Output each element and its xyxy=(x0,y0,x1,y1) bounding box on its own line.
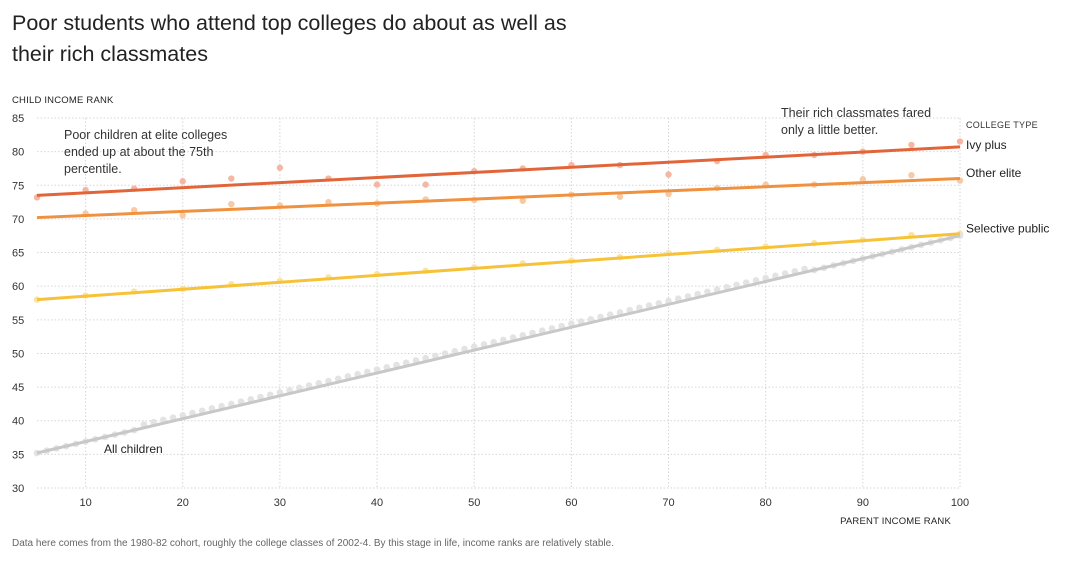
other-elite-point-9 xyxy=(519,197,526,204)
other-elite-label: Other elite xyxy=(966,166,1022,180)
annotation-rich: Their rich classmates fared only a littl… xyxy=(781,106,935,137)
y-tick-30: 30 xyxy=(12,483,24,495)
other-elite-point-16 xyxy=(859,176,867,183)
y-tick-65: 65 xyxy=(12,248,24,260)
x-tick-100: 100 xyxy=(951,497,969,509)
ivy-plus-point-3 xyxy=(179,178,186,185)
other-elite-point-3 xyxy=(228,200,235,208)
other-elite-point-11 xyxy=(616,193,624,200)
x-axis-label: PARENT INCOME RANK xyxy=(840,516,951,527)
legend-title: COLLEGE TYPE xyxy=(966,120,1038,130)
x-tick-10: 10 xyxy=(79,497,91,509)
other-elite-line xyxy=(36,177,961,220)
chart-title: Poor students who attend top colleges do… xyxy=(12,11,567,66)
x-tick-50: 50 xyxy=(468,497,480,509)
annotation-poor-line-2: ended up at about the 75th xyxy=(64,145,213,159)
selective-public-label: Selective public xyxy=(966,221,1049,235)
ivy-plus-label: Ivy plus xyxy=(966,138,1007,152)
y-tick-80: 80 xyxy=(12,147,24,159)
grid xyxy=(37,117,961,489)
ivy-plus-point-8 xyxy=(422,181,429,188)
all-children-line xyxy=(36,234,961,455)
y-tick-45: 45 xyxy=(12,382,24,394)
ivy-plus-point-4 xyxy=(228,175,235,182)
y-axis-label: CHILD INCOME RANK xyxy=(12,95,114,106)
y-tick-40: 40 xyxy=(12,416,24,428)
ivy-plus-point-19 xyxy=(956,138,964,145)
ivy-plus-point-7 xyxy=(373,181,381,188)
annotation-poor-line-3: percentile. xyxy=(64,162,122,176)
y-tick-70: 70 xyxy=(12,214,24,226)
footnote: Data here comes from the 1980-82 cohort,… xyxy=(12,538,614,549)
x-tick-70: 70 xyxy=(662,497,674,509)
y-tick-55: 55 xyxy=(12,315,24,327)
x-tick-60: 60 xyxy=(565,497,577,509)
x-tick-80: 80 xyxy=(760,497,772,509)
annotation-rich-line-2: only a little better. xyxy=(781,123,878,137)
y-tick-60: 60 xyxy=(12,281,24,293)
selective-public-line xyxy=(36,232,961,302)
data-points xyxy=(33,138,964,457)
x-tick-labels: 10 20 30 40 50 60 70 80 90 100 xyxy=(79,497,969,509)
trend-lines xyxy=(36,145,961,455)
y-tick-labels: 30 35 40 45 50 55 60 65 70 75 80 85 xyxy=(12,113,24,495)
x-tick-20: 20 xyxy=(177,497,189,509)
other-elite-point-1 xyxy=(130,206,138,214)
ivy-plus-point-18 xyxy=(908,141,915,149)
annotation-poor-line-1: Poor children at elite colleges xyxy=(64,128,227,142)
annotation-rich-line-1: Their rich classmates fared xyxy=(781,106,931,120)
y-tick-35: 35 xyxy=(12,449,24,461)
x-tick-40: 40 xyxy=(371,497,383,509)
y-tick-50: 50 xyxy=(12,348,24,360)
series-labels: Ivy plus Other elite Selective public All c… xyxy=(104,138,1049,456)
x-tick-30: 30 xyxy=(274,497,286,509)
all-children-label: All children xyxy=(104,442,163,456)
y-tick-75: 75 xyxy=(12,180,24,192)
other-elite-point-17 xyxy=(908,171,915,179)
y-tick-85: 85 xyxy=(12,113,24,125)
x-tick-90: 90 xyxy=(857,497,869,509)
ivy-plus-point-13 xyxy=(665,171,672,178)
annotation-poor: Poor children at elite colleges ended up… xyxy=(64,128,231,176)
ivy-plus-point-5 xyxy=(276,164,284,171)
ivy-plus-line xyxy=(36,145,961,197)
other-elite-point-2 xyxy=(179,212,186,219)
